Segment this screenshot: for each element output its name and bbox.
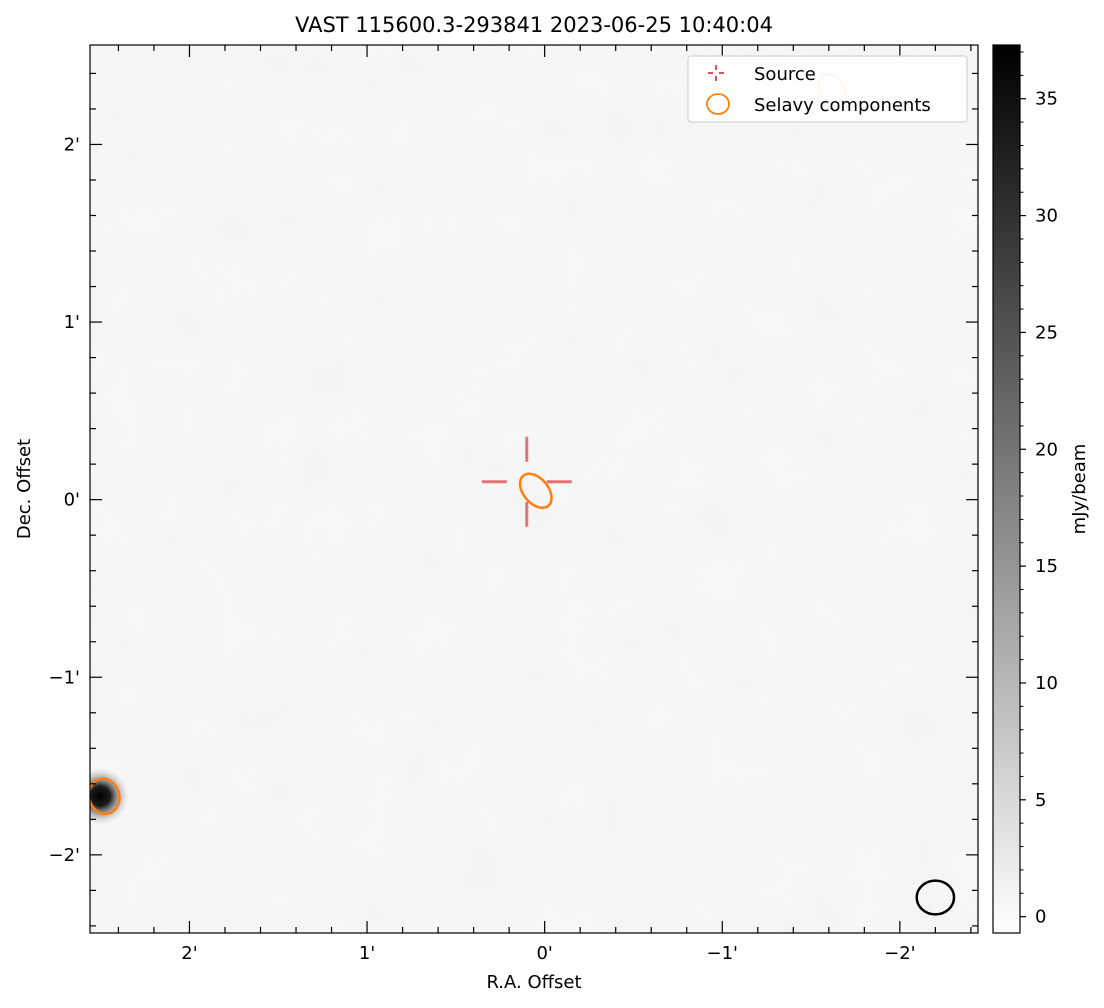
selavy-component-ellipse (518, 472, 553, 509)
colorbar-gradient (992, 44, 1021, 934)
colorbar-tick-label: 10 (1035, 673, 1058, 694)
legend-box (687, 55, 968, 123)
legend-label-source: Source (754, 64, 816, 85)
x-tick-label: −2' (884, 943, 915, 964)
x-tick-label: 0' (536, 943, 552, 964)
source-markers-layer (481, 436, 572, 527)
colorbar-tick-label: 0 (1035, 907, 1046, 928)
colorbar-ticks: 0 5 10 15 20 25 30 35 (1020, 51, 1058, 928)
colorbar-tick-label: 25 (1035, 322, 1058, 343)
colorbar-tick-label: 30 (1035, 206, 1058, 227)
colorbar-tick-label: 15 (1035, 556, 1058, 577)
beam-ellipse (915, 879, 956, 916)
colorbar: 0 5 10 15 20 25 30 35 mJy/beam (992, 44, 1090, 934)
y-tick-label: −2' (49, 845, 80, 866)
x-tick-label: −1' (707, 943, 738, 964)
x-tick-labels: 2' 1' 0' −1' −2' (181, 943, 915, 964)
y-tick-label: 1' (64, 312, 80, 333)
colorbar-tick-label: 35 (1035, 89, 1058, 110)
axis-ticks (90, 45, 978, 933)
selavy-component-ellipse (90, 777, 121, 816)
y-tick-label: 0' (64, 490, 80, 511)
noise-texture (90, 45, 978, 933)
bright-source-blob (90, 767, 129, 825)
legend-component-marker (706, 93, 730, 115)
image-panel (89, 44, 979, 934)
chart-title: VAST 115600.3-293841 2023-06-25 10:40:04 (295, 13, 773, 37)
y-tick-labels: 2' 1' 0' −1' −2' (49, 134, 80, 865)
plot-frame (89, 44, 979, 934)
x-tick-label: 2' (181, 943, 197, 964)
legend-source-marker (708, 65, 724, 81)
y-tick-label: 2' (64, 134, 80, 155)
y-tick-label: −1' (49, 667, 80, 688)
colorbar-tick-label: 20 (1035, 439, 1058, 460)
colorbar-label: mJy/beam (1069, 444, 1090, 535)
x-axis-label: R.A. Offset (486, 972, 581, 993)
y-axis-label: Dec. Offset (14, 439, 35, 539)
x-tick-label: 1' (359, 943, 375, 964)
legend: Source Selavy components (687, 55, 968, 123)
legend-label-components: Selavy components (754, 95, 931, 116)
colorbar-tick-label: 5 (1035, 790, 1046, 811)
